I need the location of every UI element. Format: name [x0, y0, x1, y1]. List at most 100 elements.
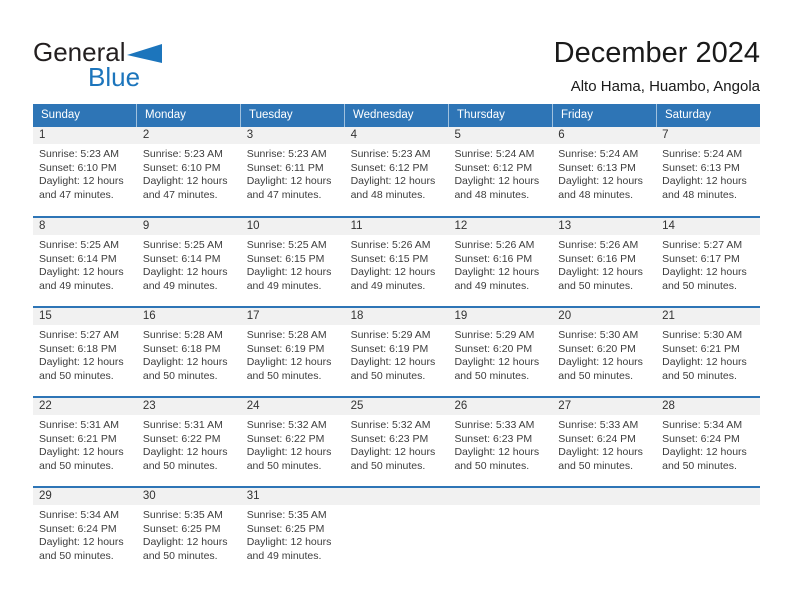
sunset-text: Sunset: 6:25 PM [142, 522, 221, 535]
day-number: 20 [558, 310, 572, 322]
daylight-text-line2: and 50 minutes. [454, 459, 530, 472]
daylight-text-line2: and 50 minutes. [246, 459, 322, 472]
daylight-text-line2: and 50 minutes. [454, 369, 530, 382]
sunset-text: Sunset: 6:23 PM [350, 432, 429, 445]
sunset-text: Sunset: 6:23 PM [454, 432, 533, 445]
day-number: 27 [558, 400, 572, 412]
weekday-header-saturday: Saturday [665, 109, 712, 121]
calendar-day-cell: 18 Sunrise: 5:29 AM Sunset: 6:19 PM Dayligh… [344, 308, 449, 396]
sunset-text: Sunset: 6:13 PM [662, 161, 740, 174]
daylight-text-line2: and 50 minutes. [142, 459, 218, 472]
calendar-day-cell: 6 Sunrise: 5:24 AM Sunset: 6:13 PM Daylight… [552, 127, 657, 216]
weekday-header-thursday: Thursday [449, 104, 553, 127]
general-blue-logo: General Blue [33, 39, 163, 92]
sunset-text: Sunset: 6:16 PM [454, 252, 533, 265]
sunrise-text: Sunrise: 5:23 AM [246, 148, 327, 160]
sunset-text: Sunset: 6:18 PM [142, 342, 221, 355]
sunrise-text: Sunrise: 5:25 AM [246, 239, 327, 251]
day-number: 2 [142, 129, 150, 141]
day-details: Sunrise: 5:24 AM Sunset: 6:13 PM Daylight:… [552, 144, 656, 202]
day-number: 25 [350, 400, 364, 412]
sunrise-text: Sunrise: 5:23 AM [142, 148, 223, 160]
day-number-band: 12 [448, 218, 553, 235]
calendar-day-cell: 1 Sunrise: 5:23 AM Sunset: 6:10 PM Daylight… [33, 127, 137, 216]
weekday-header-sunday: Sunday [33, 104, 137, 127]
day-number-band: 19 [448, 308, 553, 325]
day-number-band: 18 [344, 308, 449, 325]
daylight-text-line2: and 50 minutes. [558, 369, 634, 382]
day-number: 7 [662, 129, 669, 141]
daylight-text-line1: Daylight: 12 hours [350, 175, 436, 187]
daylight-text-line1: Daylight: 12 hours [662, 446, 747, 458]
sunrise-text: Sunrise: 5:24 AM [662, 148, 743, 160]
daylight-text-line1: Daylight: 12 hours [39, 536, 124, 548]
sunset-text: Sunset: 6:24 PM [39, 522, 117, 535]
day-number-band: 30 [136, 488, 241, 505]
day-number: 14 [662, 220, 675, 232]
title-block: December 2024 Alto Hama, Huambo, Angola [554, 36, 760, 95]
day-details: Sunrise: 5:24 AM Sunset: 6:12 PM Daylight:… [448, 144, 552, 202]
day-number: 10 [246, 220, 260, 232]
logo-triangle-icon [126, 42, 163, 70]
day-number: 30 [142, 490, 156, 502]
calendar-table: Sunday Monday Tuesday Wednesday Thursday Frid… [33, 104, 761, 576]
calendar-day-cell: 27 Sunrise: 5:33 AM Sunset: 6:24 PM Dayligh… [552, 398, 657, 486]
daylight-text-line1: Daylight: 12 hours [39, 356, 124, 368]
day-number-band: 5 [448, 127, 553, 144]
sunset-text: Sunset: 6:25 PM [246, 522, 325, 535]
sunrise-text: Sunrise: 5:23 AM [350, 148, 431, 160]
daylight-text-line1: Daylight: 12 hours [246, 175, 332, 187]
daylight-text-line1: Daylight: 12 hours [350, 266, 436, 278]
day-details: Sunrise: 5:26 AM Sunset: 6:16 PM Daylight:… [448, 235, 552, 293]
day-number-band [344, 488, 449, 505]
daylight-text-line2: and 47 minutes. [246, 188, 322, 201]
day-details: Sunrise: 5:32 AM Sunset: 6:22 PM Daylight:… [241, 415, 345, 473]
calendar-day-cell: 13 Sunrise: 5:26 AM Sunset: 6:16 PM Dayligh… [552, 218, 657, 306]
calendar-grid: 1 Sunrise: 5:23 AM Sunset: 6:10 PM Daylight… [33, 127, 761, 576]
sunset-text: Sunset: 6:17 PM [662, 252, 740, 265]
daylight-text-line1: Daylight: 12 hours [142, 536, 228, 548]
day-details: Sunrise: 5:29 AM Sunset: 6:19 PM Daylight:… [345, 325, 449, 383]
sunset-text: Sunset: 6:15 PM [350, 252, 429, 265]
calendar-day-cell: 31 Sunrise: 5:35 AM Sunset: 6:25 PM Dayligh… [240, 488, 345, 576]
logo-text-blue: Blue [88, 62, 141, 92]
daylight-text-line2: and 48 minutes. [350, 188, 426, 201]
day-number: 21 [662, 310, 675, 322]
day-number-band [656, 488, 761, 505]
calendar-day-cell: 19 Sunrise: 5:29 AM Sunset: 6:20 PM Dayligh… [448, 308, 553, 396]
day-number-band: 16 [136, 308, 241, 325]
daylight-text-line2: and 50 minutes. [350, 459, 426, 472]
calendar-day-cell: 15 Sunrise: 5:27 AM Sunset: 6:18 PM Dayligh… [33, 308, 137, 396]
day-number: 19 [454, 310, 468, 322]
sunset-text: Sunset: 6:24 PM [558, 432, 636, 445]
sunset-text: Sunset: 6:22 PM [142, 432, 221, 445]
weekday-header-wednesday: Wednesday [345, 104, 449, 127]
sunrise-text: Sunrise: 5:28 AM [246, 329, 327, 341]
day-number-band: 29 [33, 488, 137, 505]
daylight-text-line1: Daylight: 12 hours [142, 266, 228, 278]
day-details: Sunrise: 5:30 AM Sunset: 6:20 PM Daylight:… [552, 325, 656, 383]
day-details: Sunrise: 5:28 AM Sunset: 6:19 PM Daylight:… [241, 325, 345, 383]
day-number: 17 [246, 310, 260, 322]
sunrise-text: Sunrise: 5:31 AM [39, 419, 119, 431]
day-details: Sunrise: 5:31 AM Sunset: 6:21 PM Daylight:… [33, 415, 137, 473]
daylight-text-line2: and 50 minutes. [142, 369, 218, 382]
day-details: Sunrise: 5:30 AM Sunset: 6:21 PM Daylight:… [656, 325, 760, 383]
day-number: 16 [142, 310, 156, 322]
day-number: 29 [39, 490, 52, 502]
sunset-text: Sunset: 6:20 PM [558, 342, 636, 355]
sunrise-text: Sunrise: 5:33 AM [454, 419, 535, 431]
day-number: 4 [350, 129, 357, 141]
day-number-band: 10 [240, 218, 345, 235]
calendar-day-cell: 29 Sunrise: 5:34 AM Sunset: 6:24 PM Dayligh… [33, 488, 137, 576]
sunset-text: Sunset: 6:12 PM [350, 161, 429, 174]
daylight-text-line2: and 49 minutes. [39, 279, 114, 292]
week-row: 1 Sunrise: 5:23 AM Sunset: 6:10 PM Daylight… [33, 127, 761, 216]
day-details: Sunrise: 5:27 AM Sunset: 6:18 PM Daylight:… [33, 325, 137, 383]
day-number-band: 25 [344, 398, 449, 415]
day-details: Sunrise: 5:23 AM Sunset: 6:12 PM Daylight:… [345, 144, 449, 202]
calendar-empty-cell [344, 488, 449, 576]
day-number-band: 23 [136, 398, 241, 415]
day-details: Sunrise: 5:23 AM Sunset: 6:10 PM Daylight:… [33, 144, 137, 202]
day-number: 8 [39, 220, 46, 232]
